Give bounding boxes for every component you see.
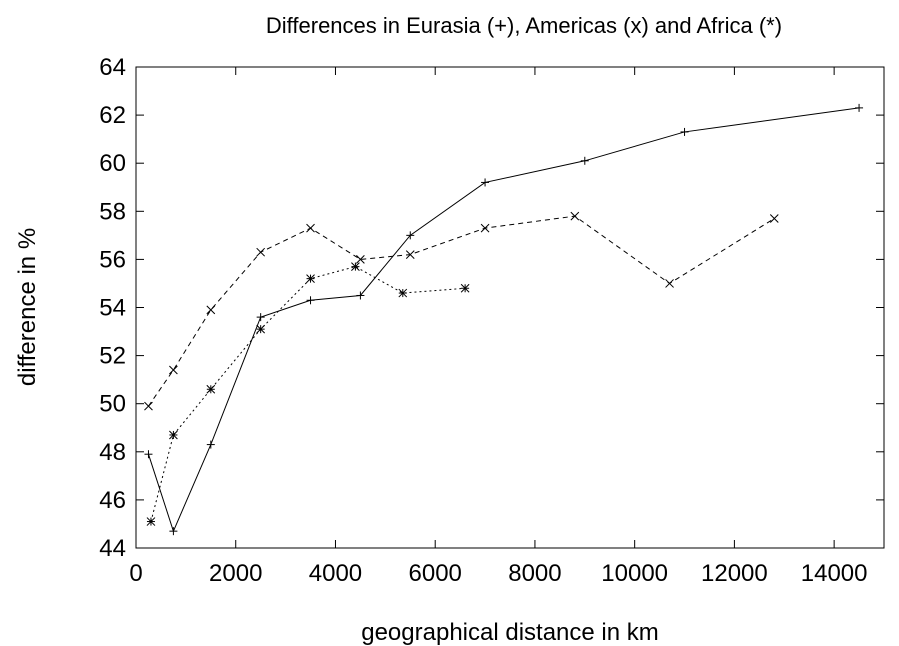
x-tick-label: 0 — [129, 560, 142, 587]
series-line-americas — [148, 215, 775, 407]
series-line-africa — [150, 266, 466, 522]
x-tick-label: 10000 — [601, 560, 668, 587]
data-point-americas — [570, 211, 580, 221]
y-tick-label: 50 — [99, 391, 126, 418]
data-point-eurasia — [356, 291, 365, 300]
data-point-africa — [169, 430, 178, 440]
data-point-eurasia — [306, 296, 315, 305]
data-point-eurasia — [580, 156, 589, 165]
y-tick-label: 62 — [99, 102, 126, 129]
y-tick-label: 44 — [99, 535, 126, 562]
series-layer — [144, 103, 864, 536]
data-point-eurasia — [481, 178, 490, 187]
y-axis: 44 46 48 50 52 54 56 58 60 62 64 — [99, 54, 884, 562]
y-tick-label: 58 — [99, 198, 126, 225]
x-axis-label: geographical distance in km — [361, 619, 659, 646]
data-point-eurasia — [680, 127, 689, 136]
y-tick-label: 64 — [99, 54, 126, 81]
data-point-africa — [460, 283, 470, 293]
data-point-americas — [405, 250, 415, 259]
x-tick-label: 2000 — [209, 560, 262, 587]
data-point-eurasia — [144, 450, 153, 459]
data-point-eurasia — [169, 527, 178, 536]
data-point-africa — [351, 262, 360, 271]
plot-frame — [135, 66, 885, 549]
y-axis-label: difference in % — [14, 228, 41, 386]
x-tick-label: 4000 — [309, 560, 362, 587]
y-tick-label: 46 — [99, 487, 126, 514]
data-point-americas — [144, 401, 153, 411]
data-point-eurasia — [256, 313, 265, 322]
y-tick-label: 54 — [99, 295, 126, 322]
y-tick-label: 52 — [99, 343, 126, 370]
y-tick-label: 56 — [99, 246, 126, 273]
data-point-americas — [169, 365, 178, 375]
data-point-americas — [769, 214, 779, 223]
data-point-eurasia — [406, 231, 415, 240]
series-line-eurasia — [147, 107, 860, 533]
data-point-africa — [256, 324, 266, 334]
x-tick-label: 8000 — [508, 560, 561, 587]
data-point-eurasia — [206, 440, 215, 449]
x-tick-label: 6000 — [409, 560, 462, 587]
data-point-africa — [146, 517, 156, 526]
y-tick-label: 60 — [99, 150, 126, 177]
chart-title: Differences in Eurasia (+), Americas (x)… — [266, 13, 782, 38]
data-point-americas — [206, 305, 216, 315]
data-point-eurasia — [855, 103, 864, 112]
data-point-africa — [306, 274, 315, 283]
data-point-americas — [480, 223, 490, 233]
data-point-americas — [256, 247, 266, 257]
data-point-americas — [356, 255, 365, 264]
y-tick-label: 48 — [99, 439, 126, 466]
x-tick-label: 12000 — [701, 560, 768, 587]
data-point-americas — [306, 223, 315, 233]
data-point-americas — [665, 279, 674, 288]
data-point-africa — [206, 384, 216, 394]
x-axis: 0 2000 4000 6000 8000 10000 12000 14000 — [129, 67, 868, 587]
x-tick-label: 14000 — [801, 560, 868, 587]
data-point-africa — [398, 288, 408, 298]
